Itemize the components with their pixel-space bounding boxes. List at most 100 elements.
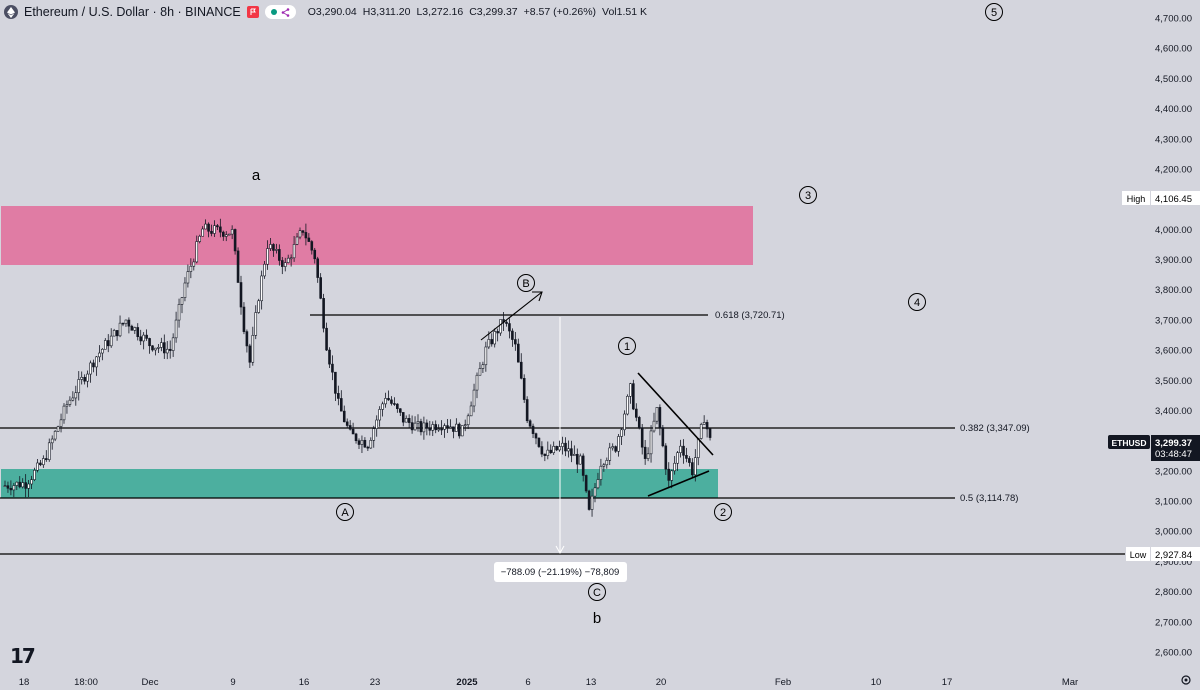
candle-body	[201, 228, 204, 237]
candle-body	[83, 376, 86, 382]
candle-body	[345, 421, 349, 426]
candle-body	[160, 342, 163, 348]
candle-body	[699, 424, 703, 439]
symbol-title[interactable]: Ethereum / U.S. Dollar · 8h · BINANCE	[24, 5, 241, 19]
candle-body	[508, 323, 511, 332]
candle-body	[239, 282, 243, 308]
price-scale[interactable]: 4,700.00 4,600.00 4,500.00 4,400.00 4,300.00…	[1155, 14, 1192, 659]
candle-body	[351, 428, 355, 435]
candle-body	[487, 339, 491, 348]
candle-body	[410, 422, 414, 431]
candle-body	[623, 413, 626, 431]
time-scale[interactable]: 18 18:00 Dec 9 16 23 2025 6 13 20 Feb 10 17 Mar	[19, 677, 1078, 688]
candle-body	[546, 449, 550, 456]
candle-body	[68, 399, 72, 405]
candle-body	[313, 249, 317, 260]
candle-body	[431, 424, 435, 431]
ethereum-icon	[4, 5, 18, 19]
flag-icon[interactable]	[246, 6, 259, 18]
time-tick-label: 23	[370, 677, 381, 688]
candle-body	[266, 248, 269, 265]
candle-body	[6, 485, 10, 489]
candle-body	[578, 455, 582, 465]
candle-body	[422, 422, 426, 433]
candle-body	[452, 426, 455, 432]
candle-body	[36, 462, 39, 471]
candle-body	[658, 407, 662, 428]
triangle-lower-line[interactable]	[647, 470, 710, 497]
price-tick-label: 3,900.00	[1155, 255, 1192, 266]
candle-body	[581, 455, 585, 476]
price-tick-label: 2,600.00	[1155, 648, 1192, 659]
candle-body	[210, 230, 213, 234]
candle-body	[525, 399, 529, 422]
candle-body	[390, 399, 393, 404]
candle-body	[428, 427, 432, 431]
market-status-pill[interactable]	[264, 5, 296, 19]
svg-text:2: 2	[720, 507, 726, 519]
candle-body	[222, 231, 225, 237]
candle-body	[248, 345, 252, 363]
candle-body	[77, 379, 81, 394]
candle-body	[171, 337, 175, 351]
candle-body	[130, 325, 134, 331]
candle-body	[514, 339, 517, 345]
candle-body	[342, 410, 346, 423]
candle-body	[236, 250, 240, 283]
candle-body	[269, 244, 272, 249]
triangle-upper-line[interactable]	[637, 372, 714, 456]
candle-body	[127, 319, 131, 327]
candle-body	[263, 263, 266, 277]
price-tick-label: 3,800.00	[1155, 285, 1192, 296]
candle-body	[109, 335, 113, 347]
candle-body	[481, 364, 485, 369]
candle-body	[183, 282, 187, 298]
candle-body	[121, 322, 125, 325]
price-tick-label: 3,400.00	[1155, 406, 1192, 417]
candle-body	[381, 403, 384, 410]
candle-body	[602, 464, 606, 467]
candle-body	[204, 223, 207, 230]
candle-body	[224, 234, 228, 237]
candle-body	[198, 235, 201, 242]
candle-body	[570, 448, 573, 456]
candle-body	[519, 361, 523, 379]
candle-body	[316, 258, 320, 278]
candle-body	[112, 330, 116, 337]
candle-body	[319, 277, 322, 299]
candle-body	[549, 449, 553, 454]
price-tick-label: 3,500.00	[1155, 376, 1192, 387]
price-tick-label: 3,100.00	[1155, 497, 1192, 508]
measure-arrow	[555, 545, 565, 555]
candle-body	[86, 373, 89, 382]
candle-body	[304, 232, 308, 239]
candle-body	[543, 453, 547, 456]
svg-text:2,927.84: 2,927.84	[1155, 550, 1192, 561]
candle-body	[398, 408, 402, 413]
chart-settings-button[interactable]	[1178, 672, 1194, 688]
candle-body	[283, 262, 287, 267]
time-tick-label: 20	[656, 677, 667, 688]
candle-body	[251, 335, 255, 363]
candle-body	[295, 236, 299, 245]
candle-body	[652, 420, 656, 432]
candle-body	[71, 397, 75, 401]
tradingview-logo[interactable]: 17	[10, 644, 36, 668]
candle-body	[484, 346, 488, 366]
candle-body	[555, 445, 558, 451]
candle-body	[590, 495, 594, 510]
candle-body	[15, 481, 19, 486]
candle-body	[192, 261, 196, 267]
candle-body	[673, 462, 676, 472]
candle-body	[455, 423, 458, 432]
wave-b-arrow[interactable]	[480, 291, 543, 341]
time-tick-label: 9	[230, 677, 235, 688]
svg-text:3: 3	[805, 190, 811, 202]
candle-body	[56, 426, 60, 432]
candle-body	[106, 340, 110, 347]
candle-body	[573, 453, 576, 456]
candle-body	[393, 403, 396, 405]
candle-body	[705, 422, 709, 430]
candle-body	[688, 458, 691, 463]
